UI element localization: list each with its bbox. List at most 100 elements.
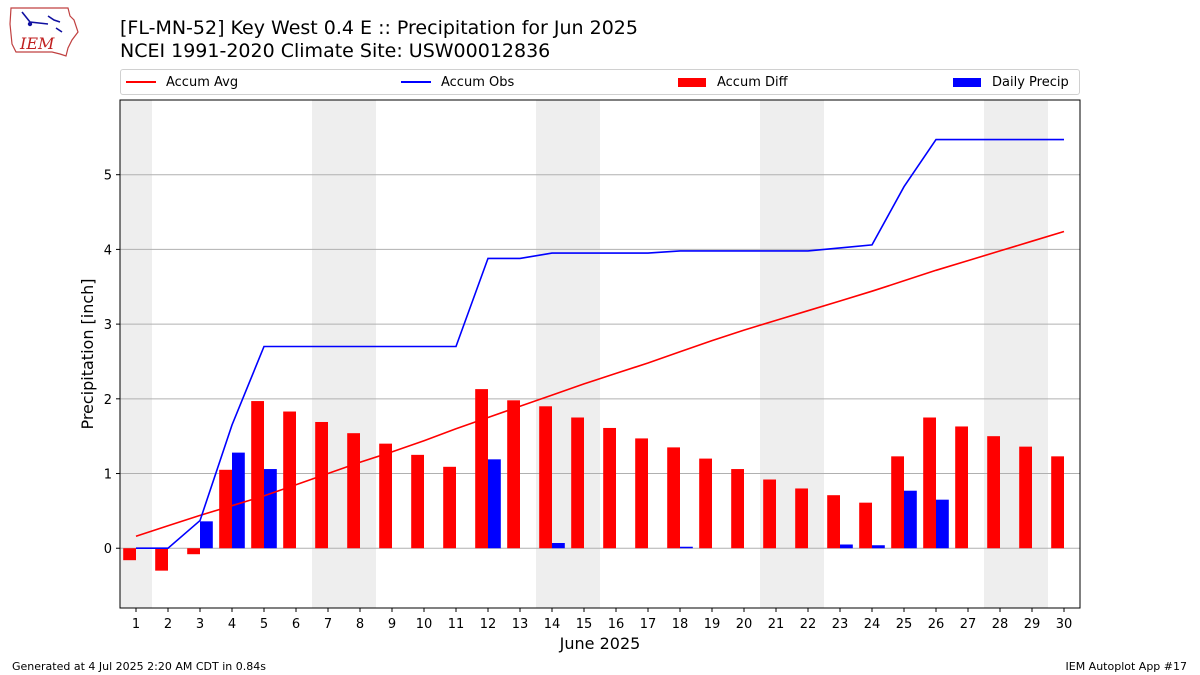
legend-label-daily-precip: Daily Precip: [992, 74, 1069, 90]
legend-label-accum-avg: Accum Avg: [166, 74, 239, 90]
x-tick-label-13: 13: [512, 617, 529, 632]
y-tick-label-0: 0: [104, 542, 112, 557]
legend-label-accum-obs: Accum Obs: [441, 74, 515, 90]
x-tick-label-24: 24: [864, 617, 881, 632]
accum-diff-bar-day-11: [443, 466, 456, 549]
x-tick-label-9: 9: [388, 617, 396, 632]
x-tick-label-19: 19: [704, 617, 721, 632]
accum-diff-bar-day-17: [635, 438, 648, 549]
accum-diff-bar-day-14: [539, 406, 552, 549]
x-tick-label-1: 1: [132, 617, 140, 632]
x-tick-label-27: 27: [960, 617, 977, 632]
x-tick-label-5: 5: [260, 617, 268, 632]
accum-diff-bar-day-27: [955, 426, 968, 549]
daily-precip-bar-day-18: [680, 546, 693, 549]
legend-swatch-accum-diff: [678, 77, 706, 87]
legend-item-accum-diff: Accum Diff: [678, 70, 788, 94]
chart-title: [FL-MN-52] Key West 0.4 E :: Precipitati…: [120, 17, 638, 63]
legend-swatch-accum-obs: [401, 81, 431, 83]
plot-frame: [119, 99, 1081, 609]
accum-diff-bar-day-29: [1019, 446, 1032, 549]
x-tick-label-3: 3: [196, 617, 204, 632]
accum-diff-bar-day-5: [251, 401, 264, 549]
accum-diff-bar-day-23: [827, 495, 840, 549]
daily-precip-bar-day-3: [200, 521, 213, 549]
x-tick-label-22: 22: [800, 617, 817, 632]
legend-item-accum-obs: Accum Obs: [401, 70, 514, 94]
x-axis-label: June 2025: [559, 634, 641, 653]
x-tick-label-20: 20: [736, 617, 753, 632]
x-tick-label-17: 17: [640, 617, 657, 632]
x-tick-label-14: 14: [544, 617, 561, 632]
footer-generated: Generated at 4 Jul 2025 2:20 AM CDT in 0…: [12, 660, 266, 673]
y-tick-label-4: 4: [104, 243, 112, 258]
accum-diff-bar-day-25: [891, 456, 904, 549]
x-tick-label-6: 6: [292, 617, 300, 632]
accum-diff-bar-day-6: [283, 411, 296, 549]
x-tick-label-18: 18: [672, 617, 689, 632]
chart-title-line2: NCEI 1991-2020 Climate Site: USW00012836: [120, 40, 551, 62]
accum-obs-line: [136, 138, 1064, 550]
iem-logo: IEM: [9, 7, 79, 57]
x-tick-label-29: 29: [1024, 617, 1041, 632]
legend-item-accum-avg: Accum Avg: [126, 70, 238, 94]
y-tick-label-3: 3: [104, 318, 112, 333]
x-tick-label-25: 25: [896, 617, 913, 632]
y-tick-label-1: 1: [104, 468, 112, 483]
accum-diff-bar-day-7: [315, 421, 328, 549]
x-tick-label-11: 11: [448, 617, 465, 632]
accum-diff-bar-day-10: [411, 454, 424, 549]
accum-avg-line: [135, 230, 1065, 538]
y-tick-label-5: 5: [104, 169, 112, 184]
daily-precip-bar-day-5: [264, 469, 277, 549]
footer-app: IEM Autoplot App #17: [1065, 660, 1188, 673]
accum-diff-bar-day-30: [1051, 456, 1064, 549]
accum-diff-bar-day-8: [347, 433, 360, 549]
accum-diff-bar-day-4: [219, 469, 232, 549]
accum-diff-bar-day-16: [603, 427, 616, 549]
legend-label-accum-diff: Accum Diff: [717, 74, 788, 90]
x-tick-label-10: 10: [416, 617, 433, 632]
weekend-shade-day-1: [120, 100, 152, 608]
accum-diff-bar-day-12: [475, 389, 488, 549]
x-tick-label-28: 28: [992, 617, 1009, 632]
x-tick-label-7: 7: [324, 617, 332, 632]
accum-diff-bar-day-19: [699, 458, 712, 549]
legend: Accum Avg Accum Obs Accum Diff Daily Pre…: [120, 69, 1080, 95]
x-tick-label-21: 21: [768, 617, 785, 632]
legend-swatch-daily-precip: [953, 77, 981, 87]
accum-diff-bar-day-24: [859, 502, 872, 549]
accum-diff-bar-day-22: [795, 488, 808, 549]
daily-precip-bar-day-25: [904, 490, 917, 549]
accum-diff-bar-day-2: [155, 548, 168, 571]
chart-title-line1: [FL-MN-52] Key West 0.4 E :: Precipitati…: [120, 17, 638, 39]
accum-diff-bar-day-13: [507, 400, 520, 549]
daily-precip-bar-day-26: [936, 499, 949, 549]
daily-precip-bar-day-4: [232, 452, 245, 549]
accum-diff-bar-day-28: [987, 436, 1000, 549]
x-tick-label-30: 30: [1056, 617, 1073, 632]
accum-diff-bar-day-26: [923, 417, 936, 549]
daily-precip-bar-day-23: [840, 544, 853, 549]
x-tick-label-12: 12: [480, 617, 497, 632]
x-tick-label-8: 8: [356, 617, 364, 632]
daily-precip-bar-day-12: [488, 459, 501, 549]
y-tick-label-2: 2: [104, 393, 112, 408]
daily-precip-bar-day-14: [552, 543, 565, 549]
x-tick-label-15: 15: [576, 617, 593, 632]
daily-precip-bar-day-24: [872, 545, 885, 549]
logo-text: IEM: [19, 34, 55, 53]
accum-diff-bar-day-9: [379, 443, 392, 549]
x-tick-label-2: 2: [164, 617, 172, 632]
y-axis-label: Precipitation [inch]: [78, 278, 97, 429]
x-tick-label-26: 26: [928, 617, 945, 632]
x-tick-label-4: 4: [228, 617, 236, 632]
accum-diff-bar-day-15: [571, 417, 584, 549]
accum-diff-bar-day-3: [187, 548, 200, 555]
legend-item-daily-precip: Daily Precip: [953, 70, 1069, 94]
legend-swatch-accum-avg: [126, 81, 156, 83]
accum-diff-bar-day-1: [123, 548, 136, 561]
x-tick-label-23: 23: [832, 617, 849, 632]
accum-diff-bar-day-21: [763, 479, 776, 549]
